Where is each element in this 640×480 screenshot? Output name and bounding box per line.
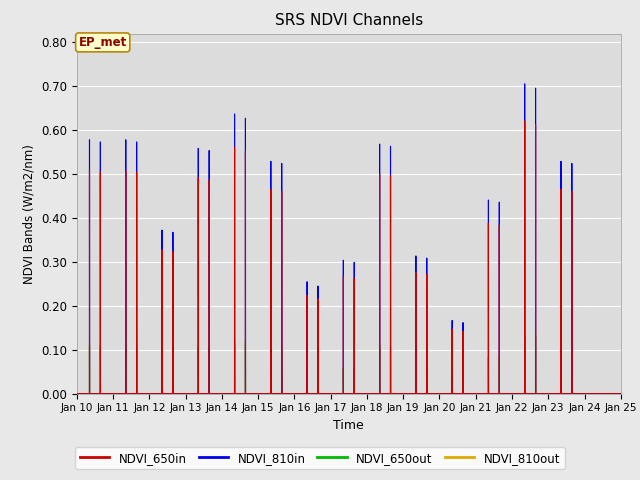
Text: EP_met: EP_met: [79, 36, 127, 49]
X-axis label: Time: Time: [333, 419, 364, 432]
Legend: NDVI_650in, NDVI_810in, NDVI_650out, NDVI_810out: NDVI_650in, NDVI_810in, NDVI_650out, NDV…: [75, 447, 565, 469]
Y-axis label: NDVI Bands (W/m2/nm): NDVI Bands (W/m2/nm): [22, 144, 36, 284]
Title: SRS NDVI Channels: SRS NDVI Channels: [275, 13, 423, 28]
